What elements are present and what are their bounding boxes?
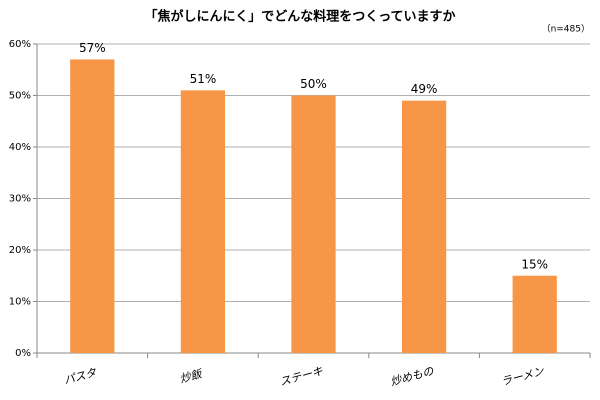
y-tick-label: 60% xyxy=(9,39,31,50)
bar xyxy=(401,100,447,354)
bar xyxy=(291,95,336,353)
y-tick-label: 0% xyxy=(15,348,31,359)
value-label: 57% xyxy=(79,41,106,55)
x-tick-label: ラーメン xyxy=(500,364,546,388)
value-label: 51% xyxy=(190,72,217,86)
bar xyxy=(512,275,557,353)
x-tick-label: 炒めもの xyxy=(389,364,436,388)
chart-title: 「焦がしにんにく」でどんな料理をつくっていますか xyxy=(144,9,455,25)
value-label: 15% xyxy=(521,257,548,271)
y-tick-label: 40% xyxy=(9,142,31,153)
value-label: 50% xyxy=(300,77,327,91)
value-label: 49% xyxy=(411,82,438,96)
sample-note: （n=485） xyxy=(542,24,590,35)
x-tick-label: パスタ xyxy=(63,366,99,387)
bar xyxy=(70,59,115,353)
y-tick-label: 50% xyxy=(9,91,31,102)
y-tick-label: 20% xyxy=(9,245,31,256)
x-tick-label: ステーキ xyxy=(278,365,324,389)
bar xyxy=(180,90,226,353)
y-tick-label: 30% xyxy=(9,194,31,205)
y-tick-label: 10% xyxy=(9,297,31,308)
x-tick-label: 炒飯 xyxy=(178,367,205,386)
